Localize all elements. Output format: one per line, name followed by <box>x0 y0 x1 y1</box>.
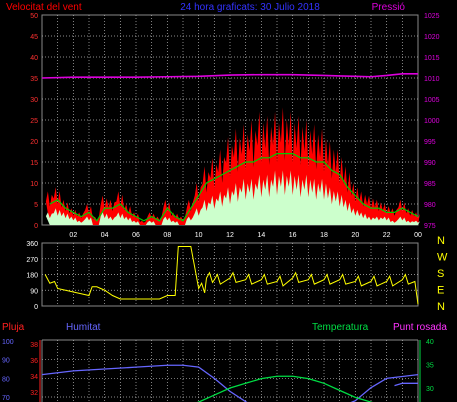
compass-label: N <box>437 301 445 313</box>
compass-label: E <box>437 285 444 297</box>
humidity-temperature-chart: 100 90 80 70 38 36 34 32 40 35 30 <box>2 339 434 402</box>
direction-tick-label: 360 <box>26 241 38 248</box>
left-tick-label: 40 <box>30 55 38 62</box>
right-tick-label: 1015 <box>424 55 440 62</box>
temperature-tick-label: 35 <box>426 363 434 370</box>
left-tick-label: 5 <box>34 202 38 209</box>
x-tick-label: 10 <box>195 232 203 239</box>
humidity-tick-label: 80 <box>2 376 10 383</box>
x-tick-label: 16 <box>289 232 297 239</box>
x-tick-label: 00 <box>414 232 422 239</box>
left-tick-label: 20 <box>30 139 38 146</box>
x-tick-label: 08 <box>163 232 171 239</box>
left-tick-label: 25 <box>30 118 38 125</box>
x-tick-label: 04 <box>101 232 109 239</box>
left-tick-label: 50 <box>30 13 38 20</box>
x-tick-label: 06 <box>132 232 140 239</box>
humidity-tick-label: 70 <box>2 395 10 402</box>
rain-tick-label: 32 <box>30 390 38 397</box>
pressure-title: Pressió <box>372 2 406 13</box>
x-tick-label: 02 <box>69 232 77 239</box>
left-tick-label: 0 <box>34 223 38 230</box>
wind-pressure-chart: 0510152025303540455097598098599099510001… <box>30 13 439 239</box>
right-tick-label: 990 <box>424 160 436 167</box>
left-tick-label: 10 <box>30 181 38 188</box>
right-tick-label: 975 <box>424 223 436 230</box>
direction-tick-label: 270 <box>26 257 38 264</box>
direction-tick-label: 180 <box>26 273 38 280</box>
right-tick-label: 1000 <box>424 118 440 125</box>
wind-direction-series <box>44 246 419 305</box>
temperature-tick-label: 40 <box>426 339 434 346</box>
x-tick-label: 20 <box>351 232 359 239</box>
right-tick-label: 1025 <box>424 13 440 20</box>
wind-speed-title: Velocitat del vent <box>6 2 82 13</box>
compass-label: S <box>437 268 444 280</box>
right-tick-label: 980 <box>424 202 436 209</box>
rain-tick-label: 34 <box>30 374 38 381</box>
left-tick-label: 35 <box>30 76 38 83</box>
rain-tick-label: 36 <box>30 358 38 365</box>
compass-label: N <box>437 235 445 247</box>
temperature-tick-label: 30 <box>426 386 434 393</box>
wind-min-series <box>45 170 420 225</box>
direction-tick-label: 0 <box>34 304 38 311</box>
humidity-series <box>41 364 419 402</box>
right-tick-label: 985 <box>424 181 436 188</box>
dewpoint-series <box>394 382 418 387</box>
x-tick-label: 12 <box>226 232 234 239</box>
left-tick-label: 45 <box>30 34 38 41</box>
left-tick-label: 30 <box>30 97 38 104</box>
right-tick-label: 1020 <box>424 34 440 41</box>
compass-label: W <box>437 252 448 264</box>
humidity-tick-label: 90 <box>2 358 10 365</box>
temperature-series <box>196 375 373 402</box>
right-tick-label: 1010 <box>424 76 440 83</box>
rain-label: Pluja <box>2 322 25 333</box>
humidity-label: Humitat <box>66 322 101 333</box>
left-tick-label: 15 <box>30 160 38 167</box>
right-tick-label: 1005 <box>424 97 440 104</box>
direction-tick-label: 90 <box>30 288 38 295</box>
wind-avg-series <box>49 153 419 222</box>
dewpoint-label: Punt rosada <box>393 322 447 333</box>
humidity-tick-label: 100 <box>2 339 14 346</box>
x-tick-label: 22 <box>383 232 391 239</box>
pressure-series <box>41 73 418 79</box>
chart-title: 24 hora graficats: 30 Julio 2018 <box>180 2 320 13</box>
x-tick-label: 18 <box>320 232 328 239</box>
temperature-label: Temperatura <box>312 322 369 333</box>
x-tick-label: 14 <box>257 232 265 239</box>
rain-tick-label: 38 <box>30 342 38 349</box>
right-tick-label: 995 <box>424 139 436 146</box>
